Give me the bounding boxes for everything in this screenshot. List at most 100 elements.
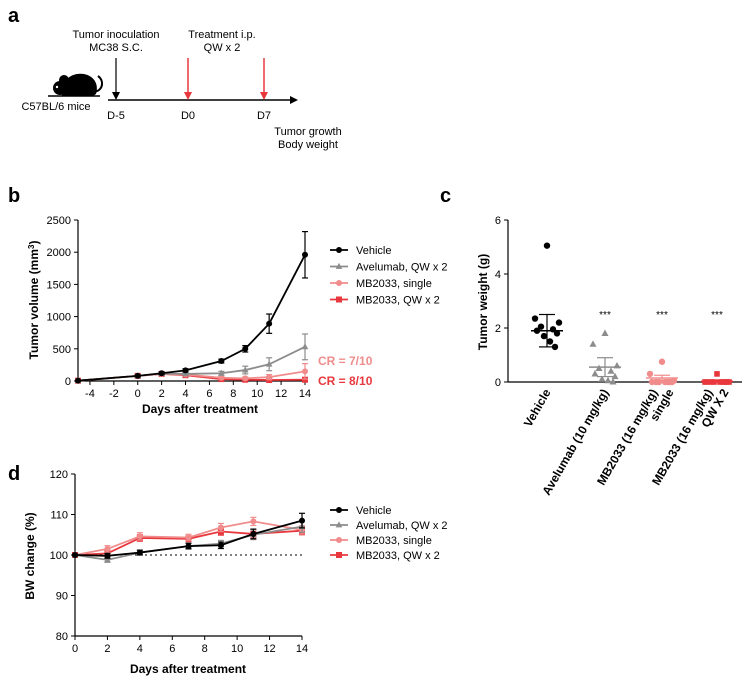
bw-change-x-label: Days after treatment [130,662,246,676]
tumor-weight-group-1-point [553,330,561,337]
tumor-weight-group-2-point [607,367,615,374]
chart-b-xtick-label: 14 [299,388,311,400]
timepoint-d0: D0 [181,110,195,122]
chart-d-xtick-label: 10 [231,643,243,655]
tumor-weight-group-1-point [546,338,554,345]
tumor-weight-ytick-label: 6 [495,215,501,227]
chart-b-series-avelumab-qw-x-2-point [241,366,249,373]
chart-d-series-vehicle-point [136,549,143,556]
panel-a: a C57BL/6 mice Tumor inoculation MC38 S.… [8,5,342,151]
chart-d-xtick-label: 12 [263,643,275,655]
treatment-line1: Treatment i.p. [188,29,255,41]
tumor-weight-group-3-point [655,378,663,386]
chart-b-xtick-label: 2 [159,388,165,400]
treatment-line2: QW x 2 [204,42,241,54]
chart-d-series-vehicle-point [104,552,111,559]
chart-b-series-vehicle-line [77,254,306,382]
tumor-weight-group-1-point [543,242,551,249]
tumor-weight-group-2-significance: *** [599,310,611,321]
chart-b-xtick-label: 4 [182,388,188,400]
chart-b-series-vehicle-point [302,251,308,258]
tumor-weight-group-2-point [589,340,597,347]
chart-b-series-vehicle-point [182,367,189,374]
chart-d-ytick-label: 120 [50,469,68,481]
chart-b-series-vehicle-point [266,320,273,327]
timeline-arrowhead [290,96,298,104]
tumor-weight-ytick-label: 2 [495,323,501,335]
tumor-weight-group-4-significance: *** [711,310,723,321]
tumor-weight-group-2-point [598,375,606,382]
mouse-icon [48,73,104,97]
chart-b-series-vehicle-point [158,370,165,377]
chart-d-xtick-label: 6 [169,643,175,655]
chart-d-xtick-label: 4 [137,643,143,655]
legend-label-avelumab-qw-x-2: Avelumab, QW x 2 [356,520,448,532]
tumor-weight-group-1-point [540,332,548,340]
chart-b-xtick-label: -4 [85,388,95,400]
tumor-weight-y-label: Tumor weight (g) [476,254,490,350]
tumor-weight-group-4-point [714,371,720,377]
chart-d-series-mb2033-single-point [104,545,111,552]
chart-d-series-vehicle-point [185,543,192,550]
legend-label-mb2033-single: MB2033, single [356,535,432,547]
tumor-volume-chart: Tumor volume (mm3) Days after treatment … [27,215,448,416]
timepoint-d7: D7 [257,110,271,122]
tumor-weight-group-3-point [648,378,656,386]
chart-b-xtick-label: 0 [135,388,141,400]
chart-d-series-vehicle-point [217,542,224,549]
chart-b-ytick-label: 0 [65,376,71,388]
bw-change-y-label: BW change (%) [23,512,37,599]
timepoint-d-5: D-5 [107,110,125,122]
inoculation-line1: Tumor inoculation [72,29,159,41]
panel-d-label: d [8,463,20,485]
chart-d-series-mb2033-single-point [250,518,257,525]
tumor-weight-ytick-label: 4 [495,269,501,281]
chart-b-ytick-label: 1000 [47,312,71,324]
tumor-weight-group-2-point [611,372,619,380]
tumor-weight-group-3-significance: *** [656,310,668,321]
tumor-weight-group-2-point [604,376,612,384]
legend-label-vehicle: Vehicle [356,505,391,517]
tumor-weight-group-4-point [704,379,710,385]
chart-b-ytick-label: 1500 [47,279,71,291]
chart-b-xtick-label: -2 [109,388,119,400]
chart-b-series-vehicle-point [134,372,141,379]
chart-b-series-mb2033-single-point [218,374,225,381]
panel-a-label: a [8,5,20,27]
inoculation-line2: MC38 S.C. [89,42,143,54]
readout-line2: Body weight [278,139,338,151]
tumor-weight-group-1-label: Vehicle [521,386,554,429]
chart-b-series-vehicle-point [75,377,81,384]
bw-change-chart: BW change (%) Days after treatment Vehic… [23,469,448,676]
chart-b-series-mb2033-single-point [266,374,273,381]
chart-b-series-avelumab-qw-x-2-point [265,360,273,367]
chart-b-ytick-label: 500 [53,344,71,356]
legend-label-mb2033-qw-x-2: MB2033, QW x 2 [356,550,440,562]
tumor-weight-group-3-point [646,370,654,378]
chart-d-xtick-label: 0 [72,643,78,655]
chart-d-ytick-label: 100 [50,550,68,562]
tumor-weight-group-2-point [609,378,617,385]
legend-marker-mb2033-qw-x-2 [336,552,342,558]
tumor-weight-group-1-point [555,319,563,326]
chart-b-series-vehicle-point [218,358,225,365]
tumor-weight-group-1-point [537,323,545,330]
chart-d-xtick-label: 8 [202,643,208,655]
chart-d-ytick-label: 90 [56,591,68,603]
tumor-volume-legend: Vehicle Avelumab, QW x 2 MB2033, single MB2… [330,245,448,307]
tumor-volume-y-label: Tumor volume (mm3) [27,241,41,360]
legend-marker-mb2033-single [336,537,342,543]
chart-b-series-mb2033-single-point [242,375,249,382]
chart-d-xtick-label: 2 [104,643,110,655]
chart-b-ytick-label: 2000 [47,247,71,259]
chart-d-ytick-label: 80 [56,631,68,643]
legend-label-vehicle: Vehicle [356,245,391,257]
chart-b-series-mb2033-single-point [302,368,308,375]
chart-d-series-mb2033-single-point [217,524,224,531]
chart-b-series-avelumab-qw-x-2-point [218,369,225,376]
tumor-weight-ytick-label: 0 [495,377,501,389]
legend-marker-vehicle [336,247,342,253]
legend-marker-mb2033-single [336,280,342,286]
chart-b-xtick-label: 8 [230,388,236,400]
